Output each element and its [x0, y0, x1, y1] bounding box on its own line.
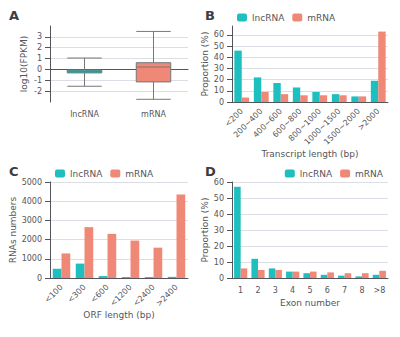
svg-text:C: C [9, 164, 19, 179]
svg-text:0: 0 [219, 98, 224, 107]
svg-text:20: 20 [214, 242, 224, 251]
svg-text:D: D [205, 164, 216, 179]
svg-text:B: B [205, 8, 215, 23]
svg-text:>2000: >2000 [356, 107, 381, 132]
svg-text:lncRNA: lncRNA [300, 169, 333, 179]
svg-text:10: 10 [214, 86, 224, 95]
svg-text:ORF length (bp): ORF length (bp) [83, 310, 154, 320]
svg-text:6: 6 [325, 286, 330, 295]
svg-text:2000: 2000 [22, 235, 42, 244]
svg-text:7: 7 [342, 286, 347, 295]
svg-text:1000: 1000 [22, 254, 42, 263]
svg-text:1: 1 [37, 54, 42, 63]
svg-text:>8: >8 [373, 286, 385, 295]
svg-text:4000: 4000 [22, 197, 42, 206]
svg-text:Exon number: Exon number [280, 298, 340, 308]
svg-text:Proportion (%): Proportion (%) [200, 198, 210, 263]
svg-text:<100: <100 [43, 283, 65, 305]
svg-text:<1200: <1200 [108, 283, 133, 308]
svg-text:1000~1500: 1000~1500 [302, 106, 343, 147]
svg-text:40: 40 [214, 53, 224, 62]
svg-text:8: 8 [359, 286, 364, 295]
svg-text:60: 60 [214, 30, 224, 39]
svg-text:30: 30 [214, 64, 224, 73]
svg-text:>2400: >2400 [154, 283, 179, 308]
svg-text:800~1000: 800~1000 [286, 106, 323, 144]
svg-text:lncRNA: lncRNA [252, 13, 285, 23]
svg-text:0: 0 [219, 274, 224, 283]
svg-text:0: 0 [37, 65, 42, 74]
svg-text:3: 3 [273, 286, 278, 295]
svg-text:-1: -1 [34, 76, 42, 85]
svg-text:<600: <600 [88, 282, 111, 305]
svg-text:3: 3 [37, 32, 42, 41]
svg-text:0: 0 [37, 274, 42, 283]
svg-text:40: 40 [214, 210, 224, 219]
svg-text:RNAs numbers: RNAs numbers [8, 196, 18, 263]
svg-text:lncRNA: lncRNA [70, 110, 99, 119]
svg-text:400~600: 400~600 [251, 106, 284, 140]
svg-text:200~400: 200~400 [231, 106, 265, 140]
svg-text:4: 4 [290, 286, 295, 295]
svg-text:<300: <300 [66, 283, 88, 305]
svg-text:5000: 5000 [22, 178, 42, 187]
svg-text:1500~2000: 1500~2000 [322, 106, 362, 147]
svg-text:5: 5 [307, 286, 312, 295]
svg-text:mRNA: mRNA [307, 13, 336, 23]
svg-text:<200: <200 [223, 106, 245, 129]
svg-text:3000: 3000 [22, 216, 42, 225]
svg-text:log10(FPKM): log10(FPKM) [19, 36, 29, 92]
svg-text:50: 50 [214, 194, 224, 203]
svg-text:2: 2 [37, 43, 42, 52]
svg-text:mRNA: mRNA [355, 169, 384, 179]
svg-text:<2400: <2400 [131, 283, 156, 308]
svg-text:10: 10 [214, 258, 224, 267]
svg-text:600~800: 600~800 [270, 106, 304, 140]
svg-text:lncRNA: lncRNA [70, 169, 103, 179]
svg-text:60: 60 [213, 177, 224, 187]
svg-text:Proportion (%): Proportion (%) [200, 32, 210, 97]
svg-text:20: 20 [214, 75, 224, 84]
svg-text:mRNA: mRNA [125, 169, 154, 179]
svg-text:2: 2 [255, 286, 260, 295]
svg-text:50: 50 [214, 42, 224, 51]
svg-text:mRNA: mRNA [141, 110, 166, 119]
svg-text:-2: -2 [34, 87, 42, 96]
svg-text:A: A [9, 8, 19, 23]
svg-text:1: 1 [238, 286, 243, 295]
svg-text:Transcript length (bp): Transcript length (bp) [260, 149, 358, 159]
svg-text:30: 30 [214, 226, 224, 235]
